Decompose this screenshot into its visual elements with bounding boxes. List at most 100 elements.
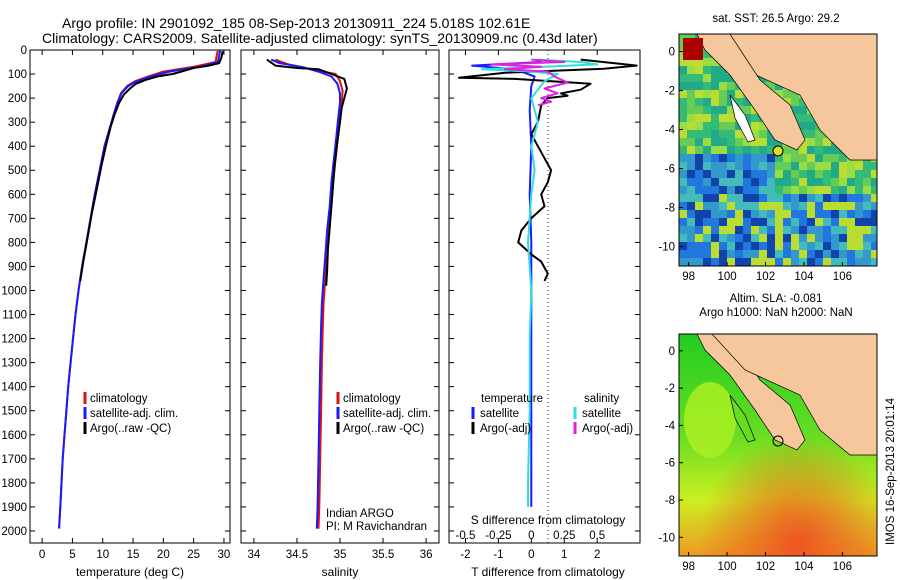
sst-cell — [679, 154, 687, 162]
sst-map — [679, 34, 877, 266]
sst-cell — [791, 146, 799, 154]
sst-cell — [815, 146, 823, 154]
sst-cell — [775, 242, 783, 250]
sst-cell — [775, 82, 783, 90]
sst-cell — [767, 186, 775, 194]
sst-cell — [791, 210, 799, 218]
x-tick-label: 35 — [334, 549, 347, 561]
sst-cell — [791, 202, 799, 210]
sst-cell — [767, 146, 775, 154]
sst-cell — [703, 162, 711, 170]
sst-cell — [751, 258, 759, 266]
sst-cell — [727, 130, 735, 138]
sst-cell — [759, 250, 767, 258]
sst-cell — [847, 226, 855, 234]
sst-cell — [679, 122, 687, 130]
sst-cell — [799, 98, 807, 106]
legend-label-satellite: satellite-adj. clim. — [90, 408, 178, 420]
sst-cell — [703, 114, 711, 122]
sst-cell — [791, 90, 799, 98]
sst-cell — [703, 210, 711, 218]
sst-cell — [735, 194, 743, 202]
sst-cell — [711, 130, 719, 138]
sst-cell — [799, 218, 807, 226]
sst-cell — [815, 250, 823, 258]
sst-cell — [807, 178, 815, 186]
sst-cell — [703, 226, 711, 234]
sst-cell — [783, 226, 791, 234]
y-tick-label: 200 — [8, 93, 27, 105]
sst-cell — [727, 74, 735, 82]
sst-cell — [759, 154, 767, 162]
sst-cell — [695, 154, 703, 162]
sst-cell — [759, 146, 767, 154]
s-tick-label: 0.5 — [589, 530, 605, 542]
sst-cell — [687, 178, 695, 186]
sst-cell — [727, 90, 735, 98]
sst-cell — [727, 258, 735, 266]
y-tick-label: 2000 — [1, 526, 27, 538]
sst-cell — [743, 202, 751, 210]
sst-cell — [791, 250, 799, 258]
sst-cell — [687, 58, 695, 66]
series-line — [480, 58, 599, 507]
sst-cell — [831, 170, 839, 178]
sst-cell — [679, 90, 687, 98]
map-y-tick-label: -6 — [665, 458, 675, 470]
sst-cell — [767, 242, 775, 250]
sst-cell — [679, 258, 687, 266]
sla-map-title-line2: Argo h1000: NaN h2000: NaN — [699, 307, 852, 319]
sst-cell — [711, 74, 719, 82]
sst-cell — [855, 250, 863, 258]
sst-cell — [743, 250, 751, 258]
sst-cell — [743, 170, 751, 178]
sst-cell — [687, 194, 695, 202]
map-x-tick-label: 98 — [682, 271, 695, 283]
sst-cell — [743, 210, 751, 218]
x-tick-label: 36 — [420, 549, 433, 561]
sst-cell — [719, 218, 727, 226]
sst-cell — [687, 98, 695, 106]
x-tick-label: 34.5 — [286, 549, 308, 561]
sst-cell — [711, 178, 719, 186]
legend-label-argo: Argo(..raw -QC) — [90, 423, 171, 435]
sst-cell — [791, 258, 799, 266]
sst-cell — [703, 82, 711, 90]
sst-cell — [815, 258, 823, 266]
sst-cell — [823, 138, 831, 146]
sst-cell — [679, 98, 687, 106]
sst-cell — [735, 146, 743, 154]
sst-cell — [807, 226, 815, 234]
sst-cell — [711, 106, 719, 114]
land-java-borneo — [711, 334, 877, 456]
depth-y-ticks: 0 100 200 300 400 500 600 700 800 900 1000 1100 1200… — [1, 45, 230, 538]
sst-cell — [807, 146, 815, 154]
map-y-tick-label: -6 — [665, 164, 675, 176]
sst-cell — [807, 234, 815, 242]
sst-cell — [831, 210, 839, 218]
sst-cell — [831, 202, 839, 210]
sst-cell — [871, 258, 877, 266]
salinity-x-label: salinity — [322, 565, 359, 579]
sst-cell — [807, 186, 815, 194]
sst-cell — [791, 234, 799, 242]
sst-cell — [695, 178, 703, 186]
sst-cell — [695, 186, 703, 194]
sst-cell — [727, 146, 735, 154]
sst-cell — [703, 146, 711, 154]
sst-cell — [863, 242, 871, 250]
y-tick-label: 100 — [8, 69, 27, 81]
sst-cell — [807, 130, 815, 138]
sst-cell — [727, 194, 735, 202]
sst-cell — [759, 258, 767, 266]
difference-x-ticks: -2 -1 0 1 2 — [449, 49, 640, 561]
sst-cell — [679, 218, 687, 226]
sst-cell — [743, 154, 751, 162]
sst-cell — [759, 186, 767, 194]
sst-cell — [687, 186, 695, 194]
sst-cell — [863, 258, 871, 266]
sst-cell — [783, 98, 791, 106]
sst-cell — [847, 194, 855, 202]
sst-cell — [679, 250, 687, 258]
y-tick-label: 1200 — [1, 334, 27, 346]
